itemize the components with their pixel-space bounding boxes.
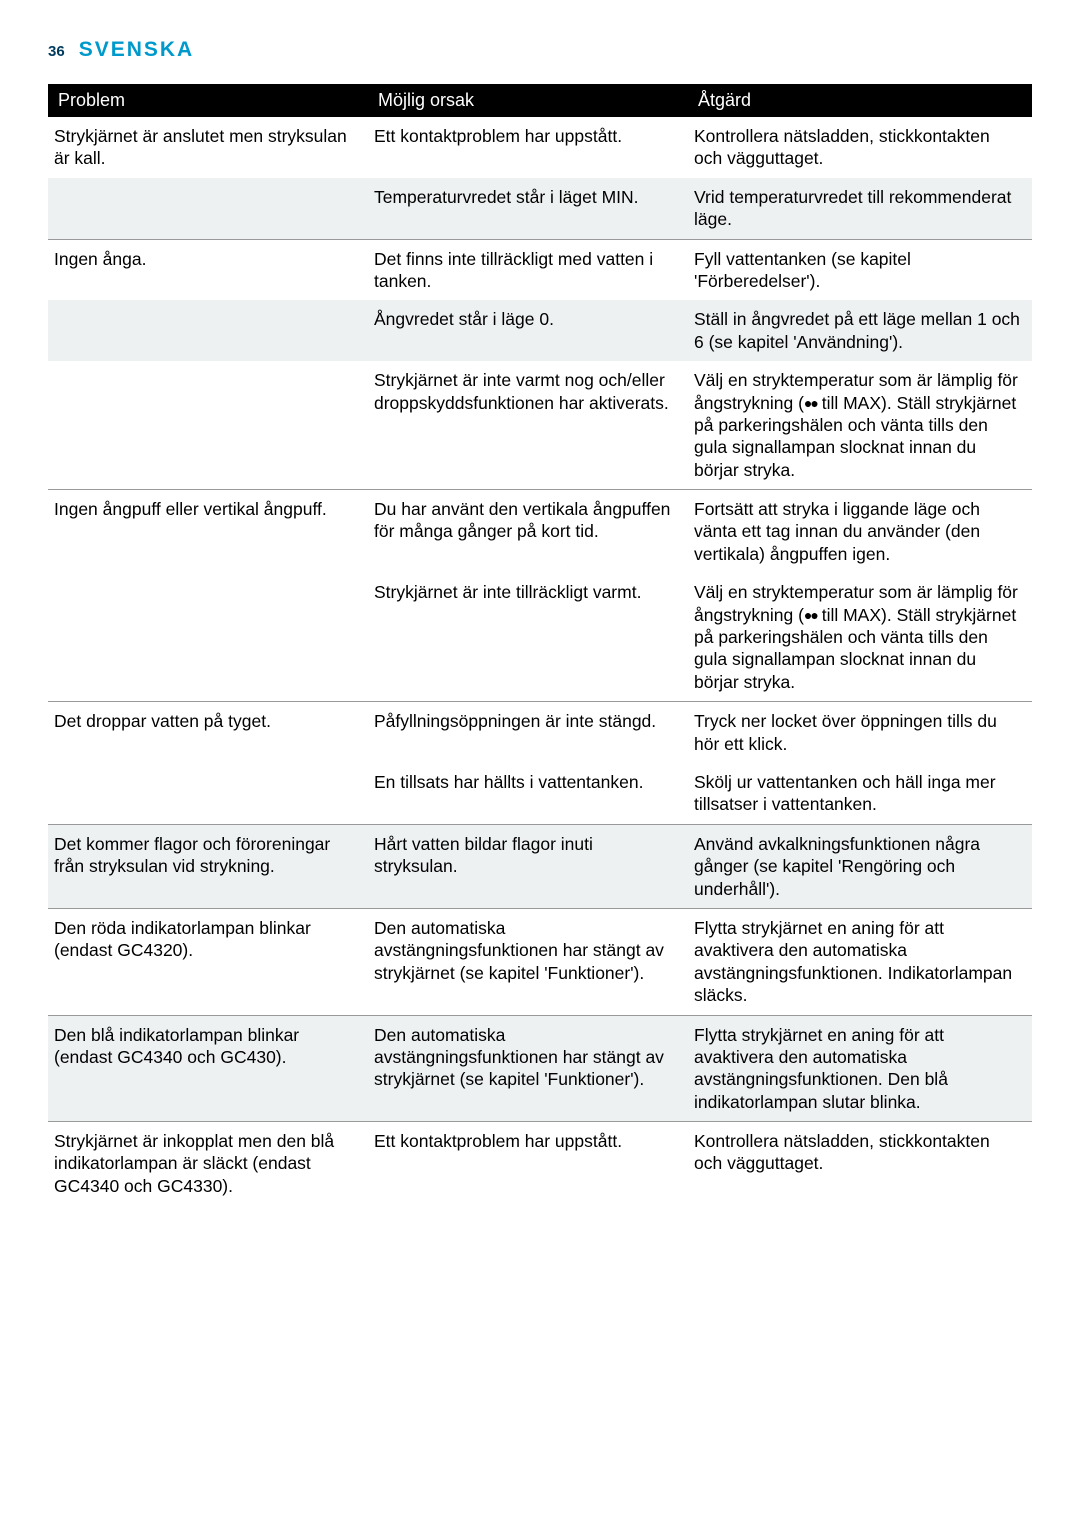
cell-cause: Temperaturvredet står i läget MIN.	[368, 178, 688, 239]
cell-cause: Du har använt den vertikala ångpuffen fö…	[368, 490, 688, 574]
page-header: 36 SVENSKA	[48, 38, 1032, 62]
table-row: Ingen ånga.Det finns inte tillräckligt m…	[48, 239, 1032, 300]
cell-problem	[48, 573, 368, 701]
troubleshooting-table: Problem Möjlig orsak Åtgärd Strykjärnet …	[48, 84, 1032, 1205]
cell-problem: Ingen ångpuff eller vertikal ångpuff.	[48, 490, 368, 574]
cell-action: Fyll vattentanken (se kapitel 'Förberede…	[688, 239, 1032, 300]
table-row: Strykjärnet är inte tillräckligt varmt.V…	[48, 573, 1032, 701]
cell-cause: Ett kontaktproblem har uppstått.	[368, 1122, 688, 1206]
cell-action: Kontrollera nätsladden, stickkontakten o…	[688, 117, 1032, 178]
table-body: Strykjärnet är anslutet men stryksulan ä…	[48, 117, 1032, 1205]
table-row: Ingen ångpuff eller vertikal ångpuff.Du …	[48, 490, 1032, 574]
cell-action: Välj en stryktemperatur som är lämplig f…	[688, 361, 1032, 489]
cell-problem: Strykjärnet är inkopplat men den blå ind…	[48, 1122, 368, 1206]
table-row: Temperaturvredet står i läget MIN.Vrid t…	[48, 178, 1032, 239]
page-number: 36	[48, 43, 65, 60]
cell-cause: Hårt vatten bildar flagor inuti stryksul…	[368, 824, 688, 908]
cell-cause: Påfyllningsöppningen är inte stängd.	[368, 702, 688, 763]
language-title: SVENSKA	[79, 38, 195, 62]
table-row: Den röda indikatorlampan blinkar (endast…	[48, 908, 1032, 1015]
col-cause: Möjlig orsak	[368, 84, 688, 117]
cell-cause: Det finns inte tillräckligt med vatten i…	[368, 239, 688, 300]
table-row: Den blå indikatorlampan blinkar (endast …	[48, 1015, 1032, 1122]
cell-problem: Strykjärnet är anslutet men stryksulan ä…	[48, 117, 368, 178]
cell-problem	[48, 300, 368, 361]
cell-cause: Ett kontaktproblem har uppstått.	[368, 117, 688, 178]
cell-cause: Den automatiska avstängningsfunktionen h…	[368, 908, 688, 1015]
cell-problem	[48, 178, 368, 239]
cell-problem: Den röda indikatorlampan blinkar (endast…	[48, 908, 368, 1015]
table-row: Strykjärnet är inkopplat men den blå ind…	[48, 1122, 1032, 1206]
col-action: Åtgärd	[688, 84, 1032, 117]
cell-action: Kontrollera nätsladden, stickkontakten o…	[688, 1122, 1032, 1206]
cell-action: Välj en stryktemperatur som är lämplig f…	[688, 573, 1032, 701]
col-problem: Problem	[48, 84, 368, 117]
cell-problem: Det droppar vatten på tyget.	[48, 702, 368, 763]
table-row: En tillsats har hällts i vattentanken.Sk…	[48, 763, 1032, 824]
cell-cause: Ångvredet står i läge 0.	[368, 300, 688, 361]
cell-cause: Strykjärnet är inte varmt nog och/eller …	[368, 361, 688, 489]
cell-action: Flytta strykjärnet en aning för att avak…	[688, 908, 1032, 1015]
cell-action: Använd avkalkningsfunktionen några gånge…	[688, 824, 1032, 908]
table-row: Strykjärnet är inte varmt nog och/eller …	[48, 361, 1032, 489]
cell-action: Vrid temperaturvredet till rekommenderat…	[688, 178, 1032, 239]
cell-problem	[48, 361, 368, 489]
cell-action: Fortsätt att stryka i liggande läge och …	[688, 490, 1032, 574]
cell-problem: Den blå indikatorlampan blinkar (endast …	[48, 1015, 368, 1122]
cell-cause: Den automatiska avstängningsfunktionen h…	[368, 1015, 688, 1122]
table-row: Strykjärnet är anslutet men stryksulan ä…	[48, 117, 1032, 178]
cell-action: Flytta strykjärnet en aning för att avak…	[688, 1015, 1032, 1122]
two-dots-icon: ●●	[804, 395, 817, 411]
cell-problem	[48, 763, 368, 824]
table-row: Ångvredet står i läge 0.Ställ in ångvred…	[48, 300, 1032, 361]
table-row: Det droppar vatten på tyget.Påfyllningsö…	[48, 702, 1032, 763]
table-header: Problem Möjlig orsak Åtgärd	[48, 84, 1032, 117]
table-row: Det kommer flagor och föroreningar från …	[48, 824, 1032, 908]
cell-problem: Ingen ånga.	[48, 239, 368, 300]
two-dots-icon: ●●	[804, 607, 817, 623]
cell-cause: En tillsats har hällts i vattentanken.	[368, 763, 688, 824]
cell-action: Ställ in ångvredet på ett läge mellan 1 …	[688, 300, 1032, 361]
cell-problem: Det kommer flagor och föroreningar från …	[48, 824, 368, 908]
cell-action: Tryck ner locket över öppningen tills du…	[688, 702, 1032, 763]
cell-cause: Strykjärnet är inte tillräckligt varmt.	[368, 573, 688, 701]
cell-action: Skölj ur vattentanken och häll inga mer …	[688, 763, 1032, 824]
